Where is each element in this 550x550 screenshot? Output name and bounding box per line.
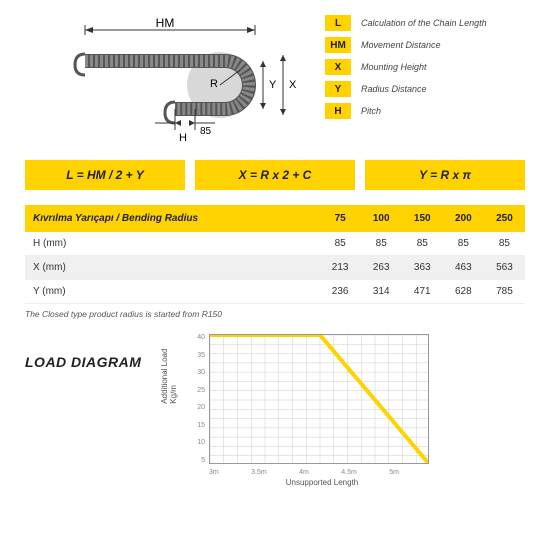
cell: 85 [320,232,361,256]
xtick: 4m [299,469,309,476]
legend-row: H Pitch [325,103,525,119]
cell: 85 [361,232,402,256]
table-col-header: 150 [402,205,443,232]
cell: 471 [402,280,443,304]
row-label: Y (mm) [25,280,320,304]
cell: 463 [443,256,484,280]
cell: 363 [402,256,443,280]
cell: 85 [484,232,525,256]
chain-diagram: HM R 85 H Y X [25,15,305,145]
legend-row: Y Radius Distance [325,81,525,97]
row-label: H (mm) [25,232,320,256]
ytick: 15 [191,422,205,429]
legend-badge: HM [325,37,351,53]
legend-label: Movement Distance [361,40,441,50]
ytick: 5 [191,457,205,464]
legend-row: L Calculation of the Chain Length [325,15,525,31]
table-col-header: 250 [484,205,525,232]
xtick: 5m [389,469,399,476]
legend-label: Calculation of the Chain Length [361,18,487,28]
legend-badge: Y [325,81,351,97]
hm-label: HM [156,16,175,30]
legend: L Calculation of the Chain Length HM Moveme… [305,15,525,145]
ytick: 35 [191,352,205,359]
formula: Y = R x π [365,160,525,190]
cell: 85 [402,232,443,256]
table-row: X (mm)213263363463563 [25,256,525,280]
data-table: Kıvrılma Yarıçapı / Bending Radius751001… [25,205,525,304]
cell: 213 [320,256,361,280]
table-row: H (mm)8585858585 [25,232,525,256]
ytick: 25 [191,387,205,394]
legend-label: Pitch [361,106,381,116]
x-axis-label: Unsupported Length [209,478,435,487]
load-chart: Additional LoadKg/m 403530252015105 3m3.… [175,334,435,494]
ytick: 10 [191,439,205,446]
load-title: LOAD DIAGRAM [25,334,175,370]
cell: 236 [320,280,361,304]
legend-badge: X [325,59,351,75]
legend-row: X Mounting Height [325,59,525,75]
table-col-header: 75 [320,205,361,232]
cell: 314 [361,280,402,304]
ytick: 30 [191,369,205,376]
y-axis-label: Additional LoadKg/m [160,349,178,404]
h-label: H [179,132,187,144]
legend-label: Mounting Height [361,62,427,72]
cell: 628 [443,280,484,304]
table-col-header: 200 [443,205,484,232]
legend-label: Radius Distance [361,84,427,94]
cell: 85 [443,232,484,256]
table-header-label: Kıvrılma Yarıçapı / Bending Radius [25,205,320,232]
xtick: 4.5m [341,469,357,476]
ytick: 20 [191,404,205,411]
y-label: Y [269,79,277,91]
row-label: X (mm) [25,256,320,280]
legend-badge: H [325,103,351,119]
cell: 263 [361,256,402,280]
xtick: 3m [209,469,219,476]
r-label: R [210,78,218,90]
table-row: Y (mm)236314471628785 [25,280,525,304]
dim-85: 85 [200,126,212,137]
table-col-header: 100 [361,205,402,232]
legend-badge: L [325,15,351,31]
formulas: L = HM / 2 + Y X = R x 2 + C Y = R x π [0,150,550,200]
legend-row: HM Movement Distance [325,37,525,53]
cell: 563 [484,256,525,280]
note: The Closed type product radius is starte… [0,309,550,329]
xtick: 3.5m [251,469,267,476]
formula: X = R x 2 + C [195,160,355,190]
x-label: X [289,79,297,91]
ytick: 40 [191,334,205,341]
formula: L = HM / 2 + Y [25,160,185,190]
cell: 785 [484,280,525,304]
